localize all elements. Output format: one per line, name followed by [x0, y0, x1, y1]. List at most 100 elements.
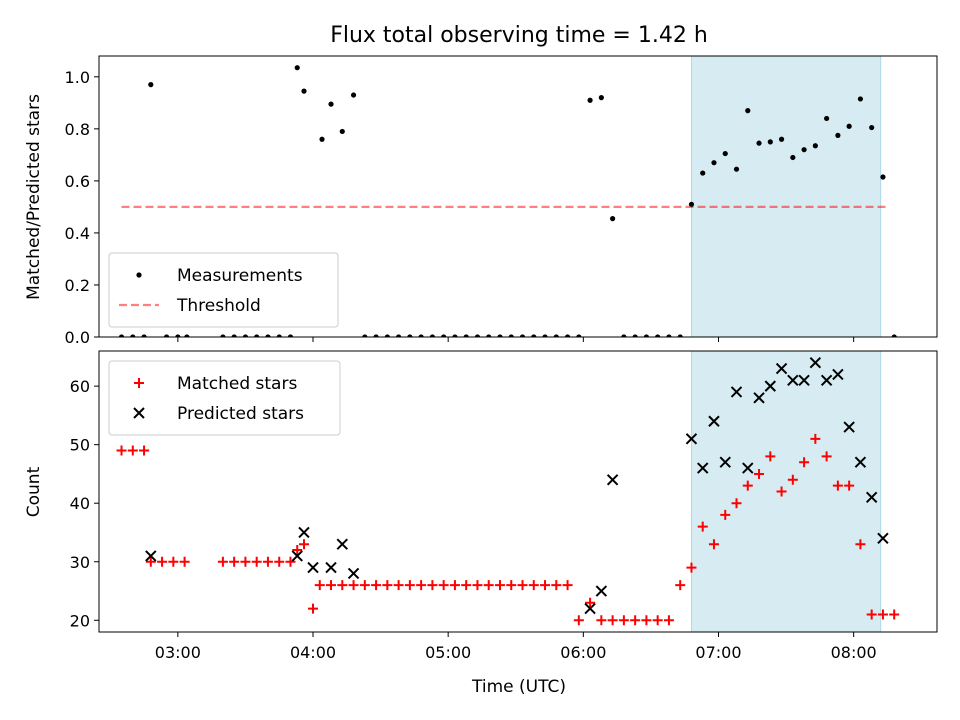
matched-stars-point	[866, 609, 877, 620]
measurement-point	[148, 82, 154, 88]
matched-stars-point	[810, 433, 821, 444]
matched-stars-point	[686, 562, 697, 573]
matched-stars-point	[889, 609, 900, 620]
matched-stars-point	[641, 615, 652, 626]
top-panel: 0.0 0.2 0.4 0.6 0.8 1.0 Measurements Threshold	[65, 55, 938, 347]
measurement-point	[429, 334, 435, 337]
x-tick-label: 04:00	[290, 643, 336, 662]
y-tick-label: 20	[70, 611, 90, 630]
y-tick-label: 0.2	[65, 276, 90, 295]
measurement-point	[711, 160, 717, 166]
matched-stars-point	[308, 603, 319, 614]
matched-stars-point	[179, 556, 190, 567]
predicted-stars-point	[719, 456, 731, 468]
x-tick-label: 03:00	[155, 643, 201, 662]
matched-stars-point	[832, 480, 843, 491]
series-measurements	[118, 65, 897, 337]
axes-frame	[98, 350, 938, 633]
measurement-point	[508, 334, 514, 337]
measurement-point	[163, 334, 170, 337]
measurement-point	[519, 334, 526, 337]
predicted-stars-point	[775, 362, 788, 375]
x-tick-label: 05:00	[425, 643, 471, 662]
measurement-point	[621, 334, 627, 337]
matched-stars-point	[337, 580, 348, 591]
matched-stars-point	[708, 539, 719, 550]
measurement-point	[655, 334, 661, 337]
measurement-point	[756, 140, 762, 146]
matched-stars-point	[697, 521, 708, 532]
measurement-point	[846, 123, 852, 129]
matched-stars-point	[855, 539, 866, 550]
measurement-point	[801, 147, 807, 153]
measurement-point	[486, 334, 492, 337]
measurement-point	[790, 154, 796, 161]
predicted-stars-point	[336, 538, 348, 550]
matched-stars-point	[298, 539, 309, 550]
measurement-point	[265, 334, 271, 337]
y-tick-label: 40	[70, 494, 90, 513]
matched-stars-point	[765, 451, 776, 462]
predicted-stars-point	[325, 561, 337, 574]
predicted-stars-point	[298, 526, 310, 539]
measurement-point	[666, 334, 672, 337]
matched-stars-point	[787, 474, 798, 485]
predicted-stars-point	[347, 567, 360, 580]
matched-stars-point	[540, 580, 551, 591]
matched-stars-point	[157, 556, 168, 567]
predicted-stars-point	[291, 550, 303, 562]
bottom-panel: 20 30 40 50 60 03:00 04:00 05:00 06:00 07:00 08:00…	[70, 350, 938, 662]
measurement-point	[598, 95, 604, 101]
measurement-point	[276, 334, 282, 337]
legend: Measurements Threshold	[108, 252, 339, 328]
matched-stars-point	[517, 580, 528, 591]
legend-matched-swatch	[134, 378, 144, 388]
matched-stars-point	[371, 580, 382, 591]
matched-stars-point	[274, 556, 285, 567]
chart-title: Flux total observing time = 1.42 h	[330, 23, 708, 48]
top-y-axis-label: Matched/Predicted stars	[24, 94, 44, 300]
measurement-point	[643, 334, 650, 337]
plot-area	[116, 351, 900, 632]
matched-stars-point	[494, 580, 505, 591]
matched-stars-point	[821, 451, 832, 462]
x-tick-label: 06:00	[560, 643, 606, 662]
matched-stars-point	[404, 580, 415, 591]
matched-stars-point	[438, 580, 449, 591]
matched-stars-point	[139, 445, 150, 456]
measurement-point	[835, 132, 841, 138]
matched-stars-point	[573, 615, 584, 626]
measurement-point	[141, 334, 147, 337]
measurement-point	[301, 88, 307, 94]
predicted-stars-point	[764, 380, 777, 392]
predicted-stars-point	[708, 415, 720, 427]
measurement-point	[857, 96, 864, 102]
measurement-point	[610, 216, 616, 222]
predicted-stars-point	[584, 602, 596, 615]
measurement-point	[384, 334, 390, 337]
legend-label: Threshold	[176, 296, 261, 316]
measurement-point	[531, 334, 537, 337]
predicted-stars-point	[787, 374, 799, 386]
legend-label: Matched stars	[177, 374, 297, 394]
matched-stars-point	[116, 445, 127, 456]
predicted-stars-point	[865, 491, 878, 504]
matched-stars-point	[506, 580, 517, 591]
x-tick-label: 08:00	[831, 643, 877, 662]
measurement-point	[700, 170, 706, 176]
matched-stars-point	[675, 580, 686, 591]
matched-stars-point	[618, 615, 629, 626]
y-tick-label: 30	[70, 553, 90, 572]
measurement-point	[632, 334, 638, 337]
matched-stars-point	[720, 509, 731, 520]
matched-stars-point	[326, 580, 337, 591]
predicted-stars-point	[843, 421, 855, 433]
series-matched-stars	[116, 433, 900, 626]
legend-predicted-swatch	[133, 407, 145, 419]
matched-stars-point	[348, 580, 359, 591]
predicted-stars-point	[753, 392, 765, 404]
y-tick-label: 60	[70, 377, 90, 396]
measurement-point	[677, 334, 683, 337]
measurement-point	[339, 128, 345, 135]
matched-stars-point	[630, 615, 641, 626]
